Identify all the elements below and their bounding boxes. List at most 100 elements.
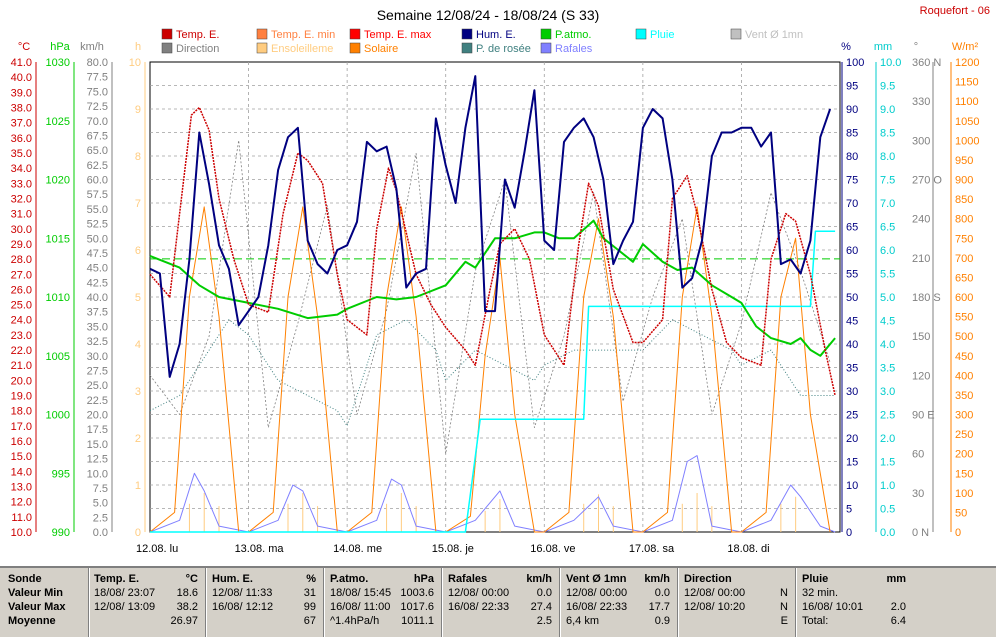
x-tick-label: 15.08. je (432, 543, 474, 555)
axis-tick-label: 7 (135, 198, 141, 210)
axis-tick-label: 15.0 (87, 439, 108, 451)
axis-tick-label: 5 (846, 504, 852, 516)
axis-tick-label: 50.0 (87, 233, 108, 245)
station-name: Roquefort - 06 (920, 5, 990, 17)
x-tick-label: 13.08. ma (235, 543, 285, 555)
axis-tick-label: 1025 (46, 116, 70, 128)
stats-temp-min-date: 18/08/ 23:07 (94, 587, 156, 599)
axis-tick-label: 45 (846, 316, 858, 328)
axis-tick-label: 65 (846, 222, 858, 234)
axis-tick-label: 21.0 (11, 360, 32, 372)
stats-temp-max-date: 12/08/ 13:09 (94, 601, 156, 613)
x-tick-label: 14.08. me (333, 543, 382, 555)
axis-tick-label: 6 (135, 245, 141, 257)
axis-tick-label: 150 (912, 331, 930, 343)
axis-tick-label: 22.0 (11, 345, 32, 357)
axis-tick-label: 9.0 (880, 104, 895, 116)
axis-tick-label: 100 (846, 57, 864, 69)
axis-tick-label: 72.5 (87, 101, 108, 113)
legend-swatch (349, 28, 361, 40)
axis-tick-label: 17.5 (87, 424, 108, 436)
axis-tick-label: 3.5 (880, 363, 895, 375)
axis-tick-label: 550 (955, 312, 973, 324)
legend-swatch (256, 42, 268, 54)
axis-tick-label: 240 (912, 214, 930, 226)
legend: Temp. E. Direction Temp. E. min Ensoleillem… (161, 28, 803, 55)
axis-tick-label: 990 (52, 527, 70, 539)
axis-unit-label: W/m² (952, 41, 979, 53)
axis-tick-label: 850 (955, 194, 973, 206)
axis-tick-label: 62.5 (87, 160, 108, 172)
axis-tick-label: 77.5 (87, 72, 108, 84)
x-tick-label: 12.08. lu (136, 543, 178, 555)
axis-tick-label: 7.0 (880, 198, 895, 210)
axis-tick-label: 23.0 (11, 330, 32, 342)
axis-tick-label: 8 (135, 151, 141, 163)
legend-label: Temp. E. min (271, 29, 335, 41)
axis-tick-label: 15.0 (11, 451, 32, 463)
axis-tick-label: 26.0 (11, 284, 32, 296)
axis-tick-label: 950 (955, 155, 973, 167)
axis-tick-label: 27.5 (87, 365, 108, 377)
plot-area (149, 75, 836, 533)
legend-swatch (540, 42, 552, 54)
axis-tick-label: 6.0 (880, 245, 895, 257)
axis-tick-label: 9.5 (880, 81, 895, 93)
stats-temp-max-value: 38.2 (176, 601, 198, 613)
axis-tick-label: 11.0 (11, 512, 32, 524)
axis-tick-label: 0 (846, 527, 852, 539)
series-line-p-de-ros-e (149, 319, 836, 427)
axis-tick-label: 34.0 (11, 163, 32, 175)
axis-tick-label: 2.0 (880, 433, 895, 445)
legend-label: Pluie (650, 29, 674, 41)
axis-unit-label: km/h (80, 41, 104, 53)
stats-rafales-column: Rafales km/h 12/08/ 00:00 0.0 16/08/ 22:33… (448, 573, 552, 627)
axis-tick-label: 70.0 (87, 116, 108, 128)
axis-tick-label: 19.0 (11, 391, 32, 403)
axis-tick-label: 2.5 (880, 410, 895, 422)
axis-tick-label: 4.5 (880, 316, 895, 328)
stats-vent-column: Vent Ø 1mn km/h 12/08/ 00:00 0.0 16/08/ 22… (566, 573, 670, 627)
axis-tick-label: 5.0 (880, 292, 895, 304)
axis-tick-label: 41.0 (11, 57, 32, 69)
axis-tick-label: 45.0 (87, 263, 108, 275)
axis-tick-label: 100 (955, 488, 973, 500)
axis-tick-label: 85 (846, 128, 858, 140)
stats-patmo-column: P.atmo. hPa 18/08/ 15:45 1003.6 16/08/ 11:… (330, 573, 434, 627)
axis-tick-label: 10.0 (11, 527, 32, 539)
stats-row-max-label: Valeur Max (8, 601, 66, 613)
axis-tick-label: 14.0 (11, 466, 32, 478)
axis-tick-label: 40.0 (11, 72, 32, 84)
axis-tick-label: 60 (912, 449, 924, 461)
axis-tick-label: 0.0 (880, 527, 895, 539)
axis-tick-label: 27.0 (11, 269, 32, 281)
axis-tick-label: 42.5 (87, 277, 108, 289)
axis-tick-label: 32.5 (87, 336, 108, 348)
axis-tick-label: 3.0 (880, 386, 895, 398)
axis-tick-label: 75 (846, 175, 858, 187)
axis-tick-label: 270 O (912, 175, 942, 187)
axis-tick-label: 17.0 (11, 421, 32, 433)
axis-tick-label: 40 (846, 339, 858, 351)
series-line-direction (149, 139, 831, 455)
axis-tick-label: 31.0 (11, 209, 32, 221)
stats-temp-avg-value: 26.97 (170, 615, 198, 627)
legend-swatch (635, 28, 647, 40)
stats-temp-column: Temp. E. °C 18/08/ 23:07 18.6 12/08/ 13:09… (94, 572, 198, 628)
axis-tick-label: 200 (955, 449, 973, 461)
stats-sonde-title: Sonde (8, 573, 42, 585)
stats-pluie-column: Pluie mm 32 min. 16/08/ 10:01 2.0 Total: 6.… (802, 573, 906, 627)
axis-tick-label: 12.0 (11, 497, 32, 509)
axis-tick-label: 30.0 (11, 224, 32, 236)
axis-tick-label: 80 (846, 151, 858, 163)
axis-tick-label: 1000 (955, 135, 979, 147)
axis-tick-label: 18.0 (11, 406, 32, 418)
legend-swatch (161, 28, 173, 40)
axis-tick-label: 2.5 (93, 512, 108, 524)
axis-tick-label: 8.5 (880, 128, 895, 140)
axis-tick-label: 5.5 (880, 269, 895, 281)
axis-tick-label: 7.5 (93, 483, 108, 495)
axis-tick-label: 150 (955, 468, 973, 480)
axis-tick-label: 29.0 (11, 239, 32, 251)
axis-tick-label: 10.0 (87, 468, 108, 480)
